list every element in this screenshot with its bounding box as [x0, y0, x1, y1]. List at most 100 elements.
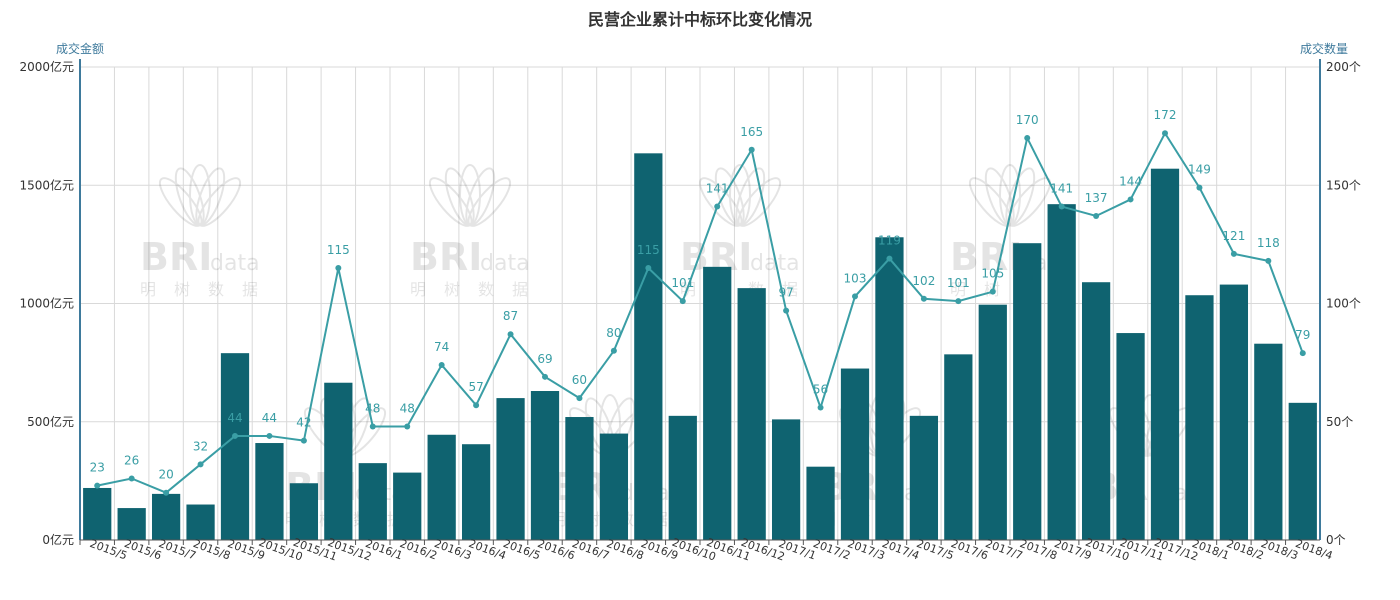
count-point [163, 489, 170, 496]
count-data-label: 79 [1295, 328, 1310, 342]
chart-title: 民营企业累计中标环比变化情况 [587, 10, 812, 29]
x-tick-label: 2017/5 [915, 537, 956, 562]
bar [771, 419, 801, 540]
x-tick-label: 2016/6 [536, 537, 577, 562]
watermark-leaf [428, 177, 473, 227]
watermark-leaf [1005, 167, 1036, 227]
count-point [920, 295, 927, 302]
count-point [128, 475, 135, 482]
bar [220, 353, 250, 540]
count-point [94, 482, 101, 489]
bar [1254, 343, 1283, 540]
count-point [679, 298, 686, 305]
right-tick-label: 50个 [1326, 415, 1353, 429]
count-data-label: 103 [844, 271, 867, 285]
bar [186, 504, 215, 540]
count-data-label: 23 [90, 461, 105, 475]
x-tick-label: 2015/5 [88, 537, 129, 562]
count-data-label: 115 [637, 243, 660, 257]
count-point [266, 432, 273, 439]
bar [978, 304, 1007, 540]
watermark-leaf [459, 164, 481, 226]
watermark-leaf [999, 164, 1021, 226]
count-data-label: 101 [947, 276, 970, 290]
count-point [886, 255, 893, 262]
count-point [335, 265, 342, 272]
count-point [1162, 130, 1168, 137]
count-point [507, 331, 514, 338]
count-point [1093, 212, 1100, 219]
bar [358, 463, 387, 540]
count-point [645, 265, 652, 272]
count-data-label: 170 [1016, 113, 1039, 127]
count-data-label: 141 [1050, 182, 1073, 196]
count-point [438, 361, 445, 368]
x-tick-label: 2017/7 [984, 537, 1025, 562]
bar [1150, 168, 1180, 540]
x-tick-label: 2017/6 [949, 537, 990, 562]
x-tick-label: 2015/7 [157, 537, 198, 562]
x-tick-label: 2017/3 [846, 537, 887, 562]
watermark-leaf [984, 167, 1015, 227]
watermark-leaf [467, 177, 512, 227]
bar [151, 493, 181, 540]
count-point [473, 402, 480, 409]
count-point [197, 461, 204, 468]
count-data-label: 57 [468, 380, 483, 394]
right-tick-label: 200个 [1326, 60, 1361, 74]
bar [944, 354, 973, 540]
count-data-label: 74 [434, 340, 449, 354]
bar [668, 415, 697, 540]
count-point [369, 423, 376, 430]
watermark-text: data [480, 251, 530, 276]
watermark-text: data [210, 251, 260, 276]
count-point [748, 146, 755, 153]
count-point [1058, 203, 1065, 210]
count-data-label: 87 [503, 309, 518, 323]
count-data-label: 56 [813, 383, 828, 397]
count-data-label: 20 [158, 468, 173, 482]
count-point [300, 437, 307, 444]
count-point [542, 373, 548, 380]
bar [1185, 295, 1214, 540]
x-tick-label: 2016/2 [398, 537, 439, 562]
left-tick-label: 500亿元 [27, 414, 74, 429]
watermark-leaf [968, 177, 1013, 227]
bar [1219, 284, 1249, 540]
count-data-label: 121 [1222, 229, 1245, 243]
bar [427, 434, 456, 540]
count-data-label: 137 [1085, 191, 1108, 205]
watermark-leaf [698, 177, 743, 227]
x-tick-label: 2017/4 [880, 537, 921, 562]
count-data-label: 105 [981, 267, 1004, 281]
count-point [1196, 184, 1203, 191]
count-data-label: 144 [1119, 174, 1142, 188]
count-point [610, 347, 617, 354]
count-data-label: 102 [912, 274, 935, 288]
count-data-label: 44 [262, 411, 277, 425]
bar [393, 472, 422, 540]
count-point [955, 298, 962, 305]
bar [599, 433, 629, 540]
x-tick-label: 2015/8 [191, 537, 232, 562]
count-data-label: 60 [572, 373, 587, 387]
count-point [783, 307, 790, 314]
bar [840, 368, 870, 540]
count-data-label: 118 [1257, 236, 1280, 250]
count-data-label: 26 [124, 454, 139, 468]
bar [909, 415, 939, 540]
x-tick-label: 2016/3 [432, 537, 473, 562]
bar [496, 398, 525, 540]
count-line [97, 131, 1304, 494]
right-tick-label: 150个 [1326, 178, 1361, 192]
x-tick-label: 2016/4 [467, 537, 508, 562]
left-tick-label: 0亿元 [42, 532, 74, 547]
x-tick-label: 2018/2 [1225, 537, 1266, 562]
watermark-leaf [465, 167, 496, 227]
bar [255, 443, 284, 540]
x-tick-label: 2018/3 [1259, 537, 1300, 562]
watermark-text: 明树数据 [410, 280, 546, 299]
bar [461, 444, 491, 540]
